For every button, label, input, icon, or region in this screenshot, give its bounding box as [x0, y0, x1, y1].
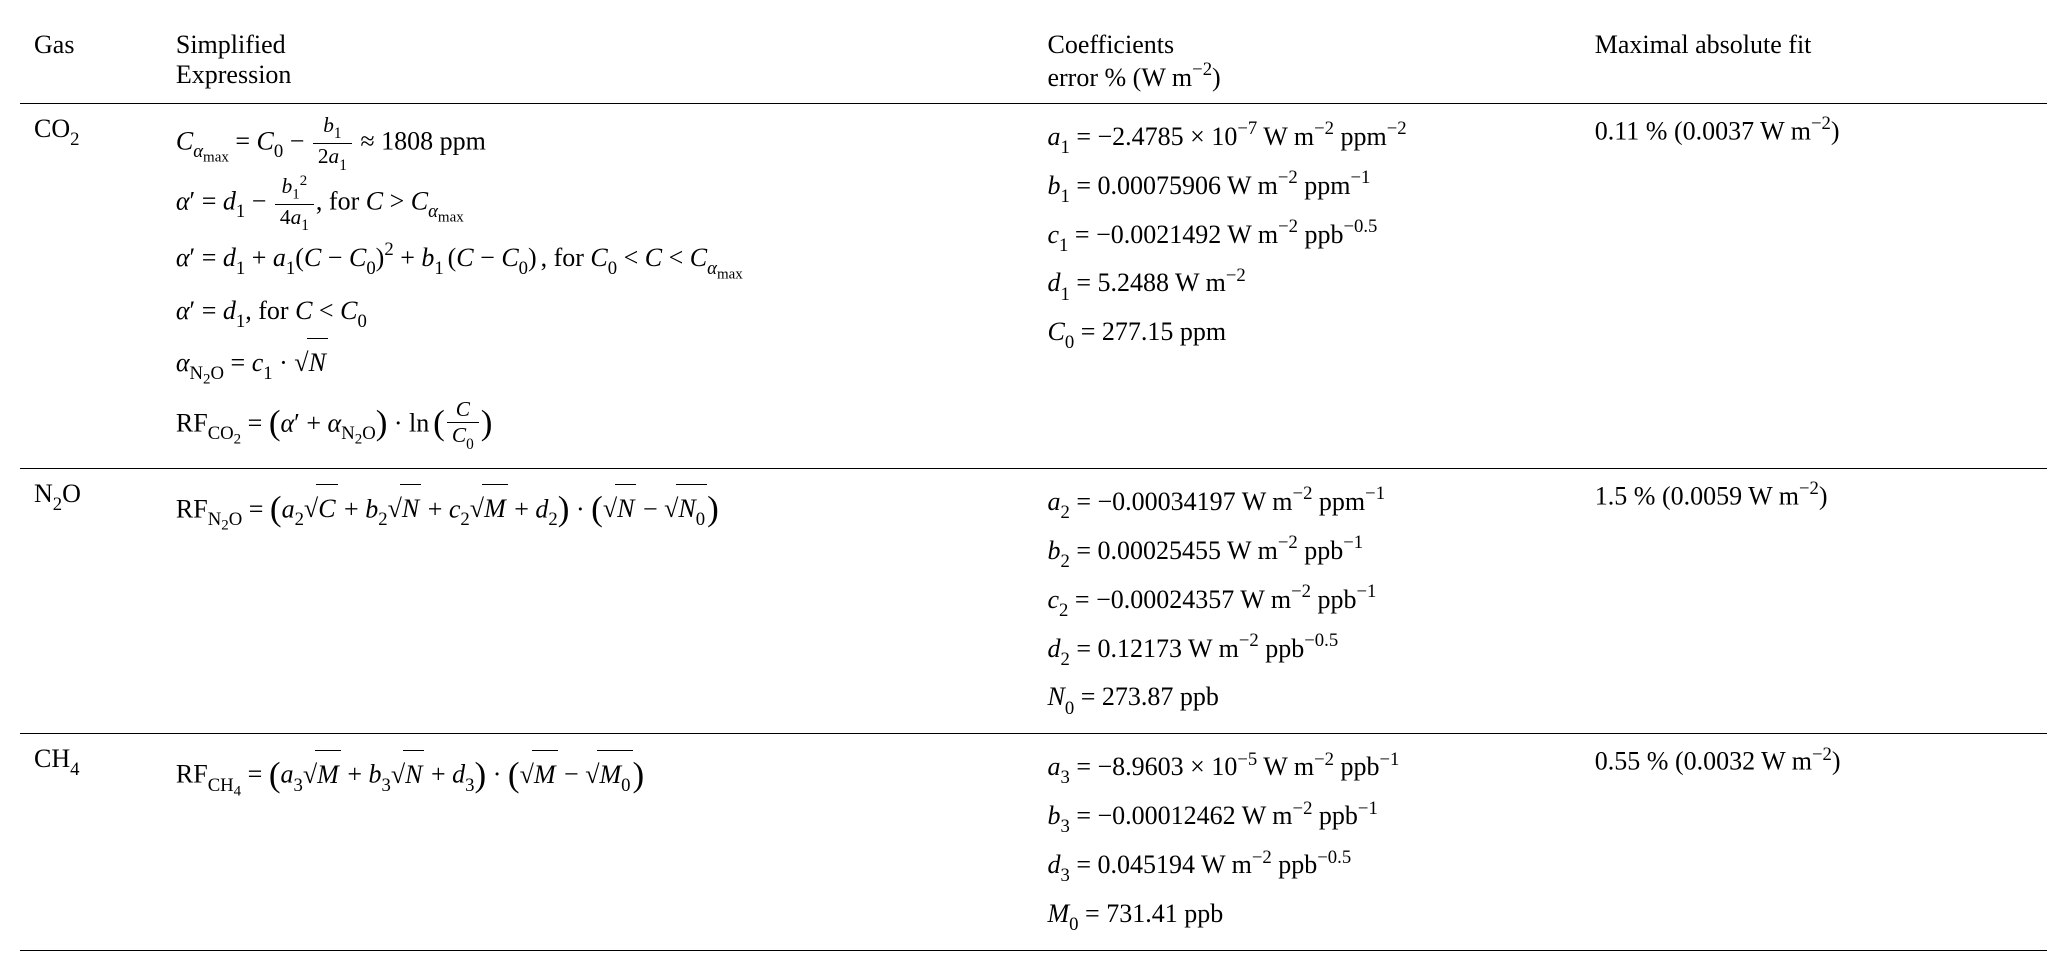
row-n2o: N2O RFN2O = (a2√C + b2√N + c2√M + d2) · … — [20, 468, 2047, 734]
cell-fit-co2: 0.11 % (0.0037 W m−2) — [1581, 103, 2047, 468]
co2-expr-5: αN2O = c1 · √N — [176, 338, 1020, 393]
radiative-forcing-table: Gas Simplified Expression Coefficients e… — [20, 20, 2047, 951]
ch4-expr: RFCH4 = (a3√M + b3√N + d3) · (√M − √M0) — [176, 744, 1020, 809]
cell-coef-co2: a1 = −2.4785 × 10−7 W m−2 ppm−2 b1 = 0.0… — [1033, 103, 1580, 468]
ch4-a3: a3 = −8.9603 × 10−5 W m−2 ppb−1 — [1047, 744, 1566, 793]
cell-expr-ch4: RFCH4 = (a3√M + b3√N + d3) · (√M − √M0) — [162, 734, 1034, 951]
header-expression: Simplified Expression — [162, 20, 1034, 103]
ch4-d3: d3 = 0.045194 W m−2 ppb−0.5 — [1047, 842, 1566, 891]
co2-expr-6: RFCO2 = (α′ + αN2O) · ln(CC0) — [176, 393, 1020, 458]
row-co2: CO2 Cαmax = C0 − b12a1 ≈ 1808 ppm α′ = d… — [20, 103, 2047, 468]
n2o-a2: a2 = −0.00034197 W m−2 ppm−1 — [1047, 479, 1566, 528]
header-gas: Gas — [20, 20, 162, 103]
cell-fit-ch4: 0.55 % (0.0032 W m−2) — [1581, 734, 2047, 951]
co2-c1: c1 = −0.0021492 W m−2 ppb−0.5 — [1047, 212, 1566, 261]
cell-gas-n2o: N2O — [20, 468, 162, 734]
header-row: Gas Simplified Expression Coefficients e… — [20, 20, 2047, 103]
n2o-b2: b2 = 0.00025455 W m−2 ppb−1 — [1047, 528, 1566, 577]
n2o-expr: RFN2O = (a2√C + b2√N + c2√M + d2) · (√N … — [176, 479, 1020, 544]
cell-fit-n2o: 1.5 % (0.0059 W m−2) — [1581, 468, 2047, 734]
co2-expr-3: α′ = d1 + a1(C − C0)2 + b1(C − C0), for … — [176, 234, 1020, 288]
cell-gas-co2: CO2 — [20, 103, 162, 468]
n2o-N0: N0 = 273.87 ppb — [1047, 674, 1566, 723]
cell-expr-co2: Cαmax = C0 − b12a1 ≈ 1808 ppm α′ = d1 − … — [162, 103, 1034, 468]
co2-d1: d1 = 5.2488 W m−2 — [1047, 260, 1566, 309]
co2-b1: b1 = 0.00075906 W m−2 ppm−1 — [1047, 163, 1566, 212]
header-coef-line2: error % (W m−2) — [1047, 63, 1220, 92]
co2-expr-1: Cαmax = C0 − b12a1 ≈ 1808 ppm — [176, 114, 1020, 173]
row-ch4: CH4 RFCH4 = (a3√M + b3√N + d3) · (√M − √… — [20, 734, 2047, 951]
header-fit: Maximal absolute fit — [1581, 20, 2047, 103]
cell-expr-n2o: RFN2O = (a2√C + b2√N + c2√M + d2) · (√N … — [162, 468, 1034, 734]
header-coef-line1: Coefficients — [1047, 30, 1174, 59]
cell-coef-ch4: a3 = −8.9603 × 10−5 W m−2 ppb−1 b3 = −0.… — [1033, 734, 1580, 951]
n2o-d2: d2 = 0.12173 W m−2 ppb−0.5 — [1047, 626, 1566, 675]
n2o-c2: c2 = −0.00024357 W m−2 ppb−1 — [1047, 577, 1566, 626]
header-expr-line2: Expression — [176, 60, 292, 89]
ch4-b3: b3 = −0.00012462 W m−2 ppb−1 — [1047, 793, 1566, 842]
co2-expr-4: α′ = d1, for C < C0 — [176, 287, 1020, 338]
co2-expr-2: α′ = d1 − b124a1, for C > Cαmax — [176, 173, 1020, 234]
ch4-M0: M0 = 731.41 ppb — [1047, 891, 1566, 940]
cell-coef-n2o: a2 = −0.00034197 W m−2 ppm−1 b2 = 0.0002… — [1033, 468, 1580, 734]
co2-a1: a1 = −2.4785 × 10−7 W m−2 ppm−2 — [1047, 114, 1566, 163]
cell-gas-ch4: CH4 — [20, 734, 162, 951]
header-coefficients: Coefficients error % (W m−2) — [1033, 20, 1580, 103]
co2-C0: C0 = 277.15 ppm — [1047, 309, 1566, 358]
header-expr-line1: Simplified — [176, 30, 286, 59]
